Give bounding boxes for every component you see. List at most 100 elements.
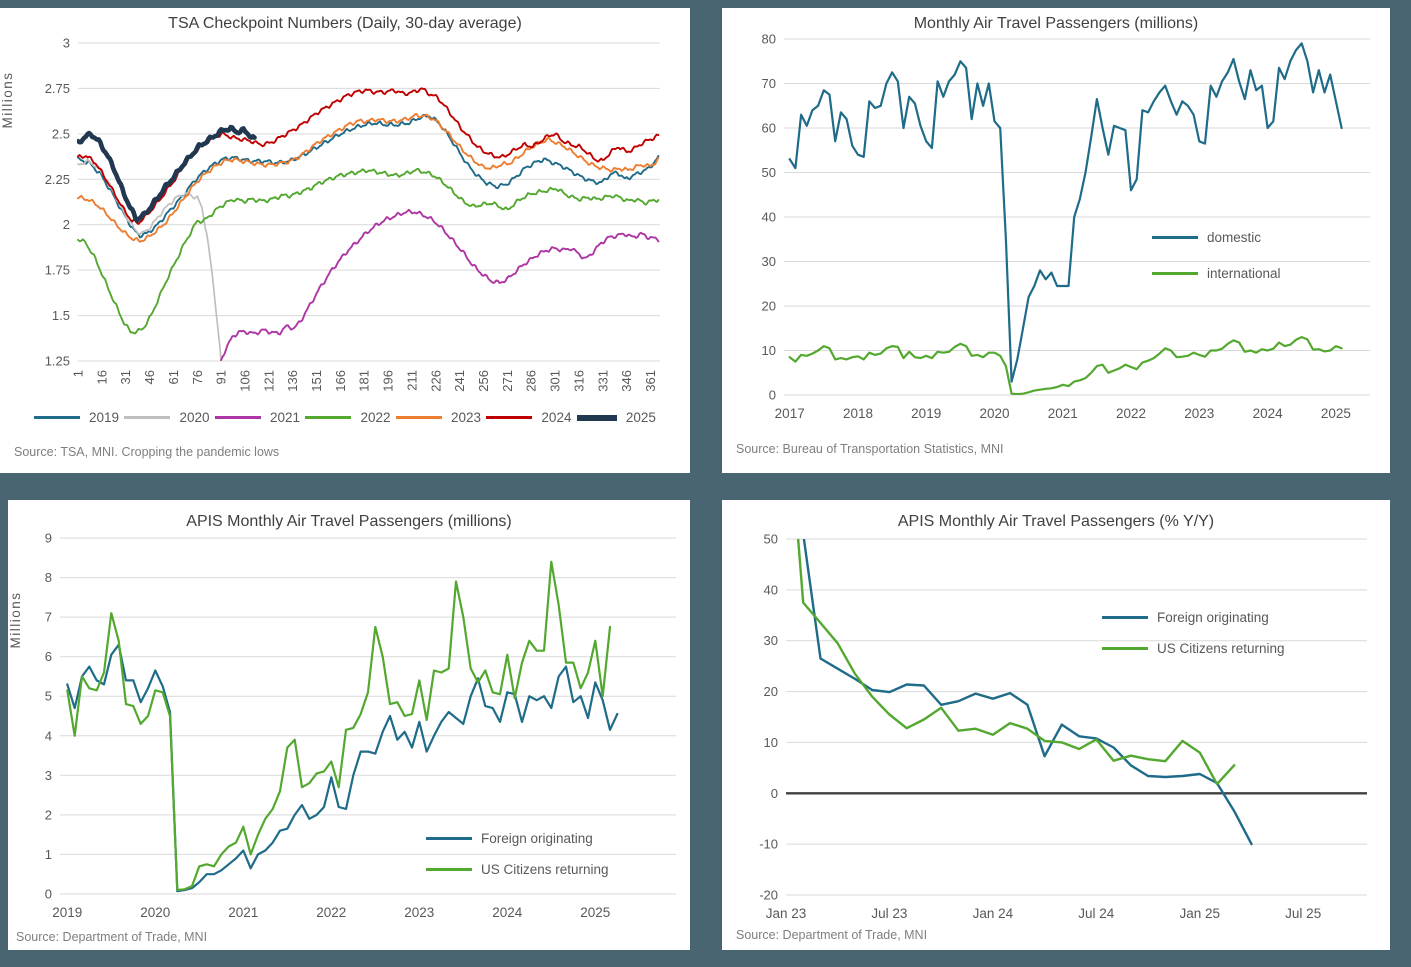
x-tick-label: 136 xyxy=(285,370,300,392)
x-tick-label: Jul 25 xyxy=(1285,906,1321,921)
x-tick-label: Jan 23 xyxy=(766,906,807,921)
x-tick-label: 2018 xyxy=(843,406,873,421)
series-line-2021 xyxy=(220,208,660,361)
x-tick-label: 1 xyxy=(71,370,86,377)
x-tick-label: 271 xyxy=(500,370,515,392)
chart-title-apis-millions: APIS Monthly Air Travel Passengers (mill… xyxy=(186,513,512,530)
y-tick-label: 5 xyxy=(45,689,52,704)
x-tick-label: 2021 xyxy=(1048,406,1078,421)
x-tick-label: 211 xyxy=(404,370,419,391)
x-tick-label: 241 xyxy=(452,370,467,392)
panel-apis-millions: APIS Monthly Air Travel Passengers (mill… xyxy=(8,500,690,950)
legend-item-2019: 2019 xyxy=(34,410,119,425)
x-tick-label: 196 xyxy=(381,370,396,392)
x-tick-label: 2019 xyxy=(52,905,82,920)
legend-label-us-citizens-returning: US Citizens returning xyxy=(481,862,609,877)
legend-swatch-domestic xyxy=(1152,236,1198,239)
legend-item-domestic: domestic xyxy=(1152,230,1281,245)
x-tick-label: 346 xyxy=(619,370,634,392)
y-tick-label: 60 xyxy=(762,121,776,136)
x-tick-label: 31 xyxy=(118,370,133,384)
legend-swatch-2023 xyxy=(395,416,442,419)
chart-title-monthly: Monthly Air Travel Passengers (millions) xyxy=(913,15,1199,32)
series-line-domestic xyxy=(788,42,1343,383)
series-line-2020 xyxy=(77,158,222,361)
x-tick-label: Jul 23 xyxy=(871,906,907,921)
x-tick-label: Jan 24 xyxy=(973,906,1014,921)
x-tick-label: 151 xyxy=(309,370,324,392)
source-note-tsa: Source: TSA, MNI. Cropping the pandemic … xyxy=(14,445,280,459)
y-axis-title: Millions xyxy=(8,591,23,648)
series-line-2019 xyxy=(77,113,660,239)
tsa-legend: 2019 2020 2021 2022 2023 2024 2025 xyxy=(0,410,690,425)
y-tick-label: 0 xyxy=(45,887,52,902)
y-tick-label: 9 xyxy=(45,531,52,546)
x-tick-label: 2022 xyxy=(316,905,346,920)
y-tick-label: 2 xyxy=(45,807,52,822)
legend-swatch-2021 xyxy=(214,416,261,419)
series-line-2023 xyxy=(77,113,660,243)
y-tick-label: 80 xyxy=(762,32,776,47)
legend-swatch-2019 xyxy=(34,416,80,419)
legend-label-2025: 2025 xyxy=(625,410,656,425)
x-tick-label: 166 xyxy=(333,370,348,392)
x-tick-label: 121 xyxy=(261,370,276,392)
panel-apis-yoy: APIS Monthly Air Travel Passengers (% Y/… xyxy=(722,500,1390,950)
x-tick-label: Jul 24 xyxy=(1078,906,1115,921)
legend-swatch-2020 xyxy=(124,416,171,419)
y-axis-title: Millions xyxy=(0,71,15,128)
x-tick-label: 2024 xyxy=(492,905,523,920)
series-line-2022 xyxy=(77,167,660,335)
y-tick-label: 2.5 xyxy=(52,126,70,141)
y-tick-label: 10 xyxy=(762,343,776,358)
legend-label-2024: 2024 xyxy=(541,410,572,425)
y-tick-label: 70 xyxy=(762,76,776,91)
x-tick-label: 91 xyxy=(214,370,229,384)
x-tick-label: 2023 xyxy=(1184,406,1214,421)
legend-swatch-foreign-originating xyxy=(1102,616,1148,619)
legend-swatch-2022 xyxy=(305,416,352,419)
legend-item-foreign-originating: Foreign originating xyxy=(1102,610,1285,625)
y-tick-label: 1.75 xyxy=(45,263,70,278)
x-tick-label: 301 xyxy=(548,370,563,392)
series-line-international xyxy=(788,336,1343,395)
series-line-2025 xyxy=(77,124,257,223)
legend-swatch-foreign-originating xyxy=(426,837,472,840)
apis-millions-legend: Foreign originating US Citizens returning xyxy=(426,831,609,893)
legend-item-2023: 2023 xyxy=(395,410,481,425)
source-note-apis-yoy: Source: Department of Trade, MNI xyxy=(736,928,928,942)
apis-yoy-chart: 50 40 30 20 10 0 -10 -20 Jan 23 Jul 23 Jan 24 Jul 2… xyxy=(759,532,1367,921)
legend-label-us-citizens-returning: US Citizens returning xyxy=(1157,641,1285,656)
x-tick-label: 2025 xyxy=(580,905,610,920)
x-tick-label: 61 xyxy=(166,370,181,384)
legend-label-domestic: domestic xyxy=(1207,230,1262,245)
legend-item-international: international xyxy=(1152,266,1281,281)
y-tick-label: 7 xyxy=(45,610,52,625)
legend-label-2022: 2022 xyxy=(360,410,391,425)
y-tick-label: 20 xyxy=(762,299,776,314)
monthly-legend: domestic international xyxy=(1152,230,1281,302)
x-tick-label: 46 xyxy=(142,370,157,384)
monthly-passengers-chart: 80 70 60 50 40 30 20 10 0 2017 2018 2019 2020 2021 202… xyxy=(762,32,1370,421)
legend-item-us-citizens-returning: US Citizens returning xyxy=(1102,641,1285,656)
source-note-monthly: Source: Bureau of Transportation Statist… xyxy=(736,442,1004,456)
series-line-us-citizens-returning xyxy=(66,560,612,892)
legend-item-us-citizens-returning: US Citizens returning xyxy=(426,862,609,877)
y-tick-label: 6 xyxy=(45,649,52,664)
y-tick-label: 40 xyxy=(764,582,778,597)
chart-title-apis-yoy: APIS Monthly Air Travel Passengers (% Y/… xyxy=(897,513,1215,530)
legend-item-2024: 2024 xyxy=(486,410,571,425)
legend-swatch-2025 xyxy=(576,414,617,421)
series-line-foreign-originating xyxy=(66,643,619,893)
legend-item-2021: 2021 xyxy=(214,410,300,425)
x-tick-label: 2019 xyxy=(911,406,941,421)
y-tick-label: -10 xyxy=(759,837,778,852)
y-tick-label: 30 xyxy=(762,254,776,269)
y-tick-label: 1.5 xyxy=(52,308,70,323)
legend-label-foreign-originating: Foreign originating xyxy=(1157,610,1269,625)
x-tick-label: 256 xyxy=(476,370,491,392)
x-tick-label: 181 xyxy=(357,370,372,392)
y-tick-label: 30 xyxy=(764,633,778,648)
y-tick-label: 2.25 xyxy=(45,172,70,187)
